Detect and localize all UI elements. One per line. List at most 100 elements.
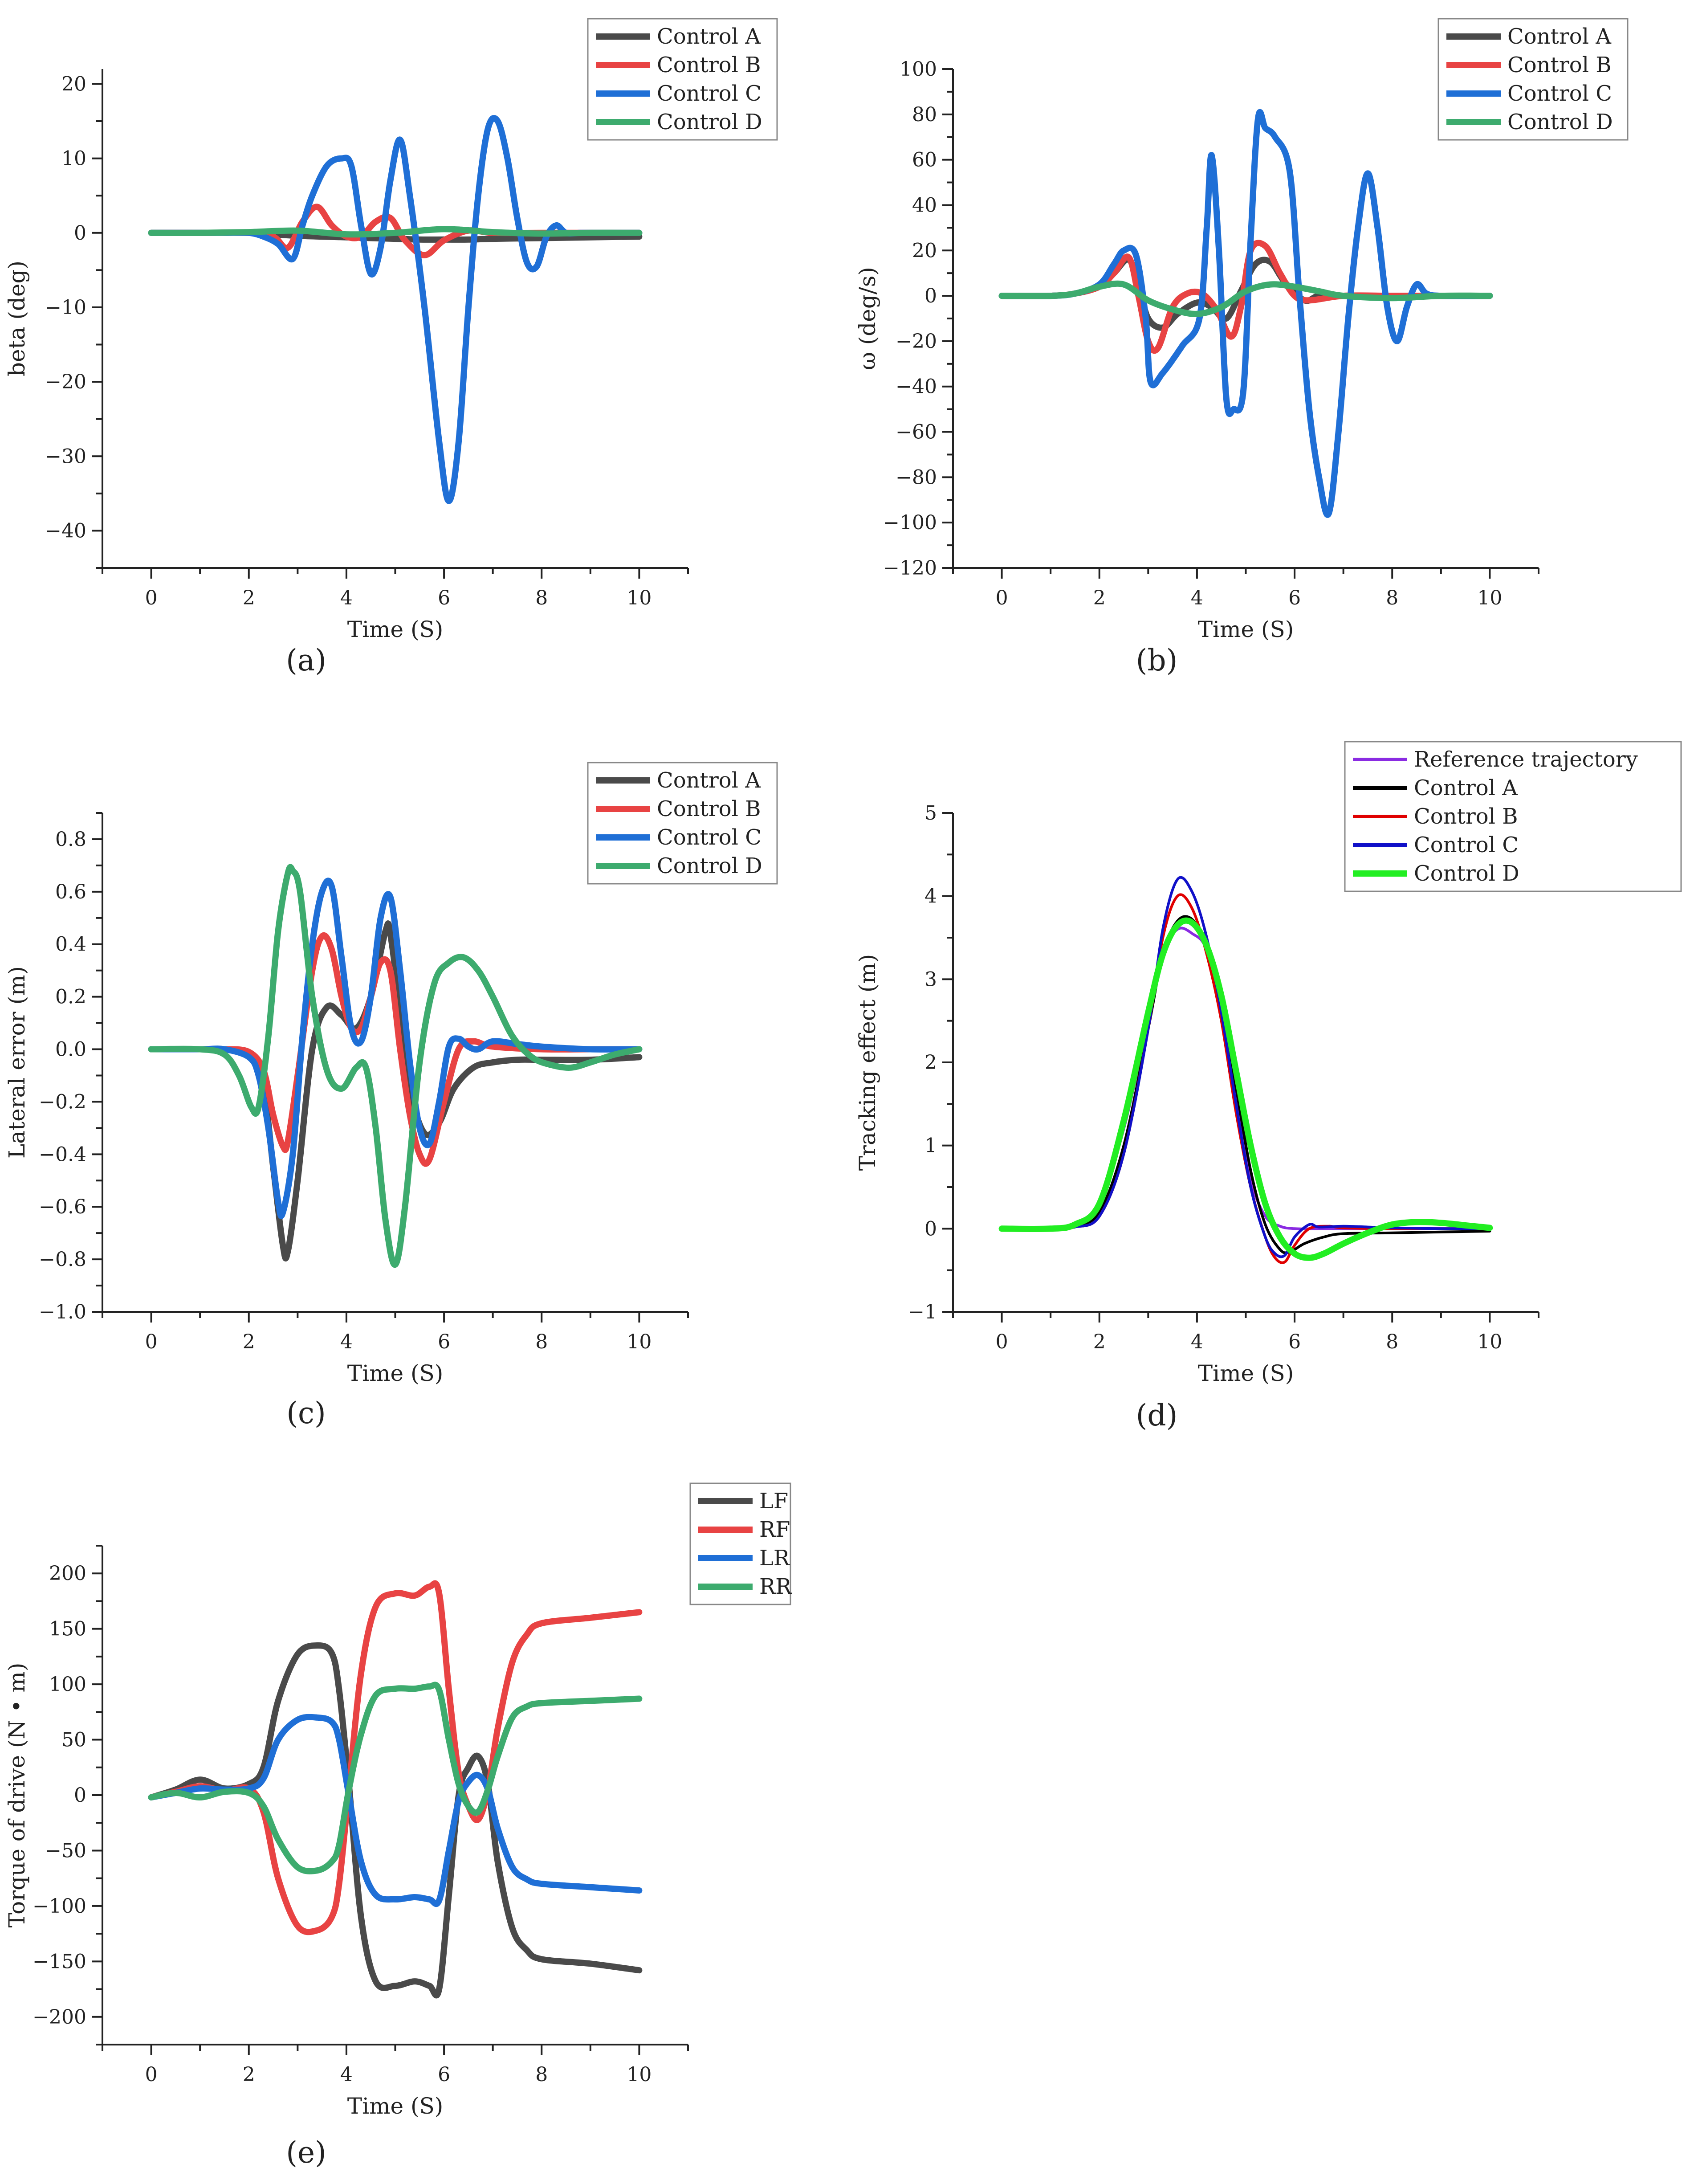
y-tick-label: −0.4 (39, 1143, 86, 1166)
y-tick-label: −20 (45, 371, 86, 393)
y-tick-label: −20 (896, 330, 937, 353)
x-tick-label: 0 (145, 1331, 158, 1353)
legend-entry: Control B (1507, 53, 1612, 78)
panel-d: 0 2 4 6 8 10 −1 0 1 2 3 4 5 Time (S) Tracking effect (… (855, 741, 1682, 1433)
x-tick-label: 8 (535, 587, 548, 609)
legend-entry: Control A (1414, 776, 1518, 800)
y-tick-label: 50 (61, 1729, 86, 1751)
panel-label: (a) (286, 643, 326, 678)
panel-e: 0 2 4 6 8 10 −200 −150 −100 −50 0 50 100 150 200 Time (… (4, 1482, 792, 2170)
panel-c: 0 2 4 6 8 10 −1.0 −0.8 −0.6 −0.4 −0.2 0.0 0.2 0.4 0.6 0… (4, 762, 778, 1430)
legend-entry: Reference trajectory (1414, 747, 1638, 772)
x-tick-label: 4 (340, 2063, 353, 2086)
legend-entry: Control C (657, 81, 761, 106)
x-tick-label: 4 (1191, 587, 1203, 609)
legend-entry: LR (759, 1546, 790, 1571)
y-tick-label: 2 (924, 1051, 937, 1074)
y-tick-label: 80 (912, 103, 937, 126)
y-axis-label: Torque of drive (N • m) (4, 1663, 30, 1928)
x-tick-label: 2 (243, 2063, 255, 2086)
legend-entry: Control B (1414, 804, 1518, 829)
legend-entry: Control C (1507, 81, 1612, 106)
y-axis-label: Lateral error (m) (4, 966, 30, 1159)
legend-entry: Control A (657, 768, 761, 793)
x-tick-label: 0 (145, 587, 158, 609)
x-tick-label: 8 (1386, 1331, 1398, 1353)
x-axis-label: Time (S) (347, 616, 444, 642)
legend: Reference trajectory Control A Control B Co… (1344, 741, 1682, 892)
panel-label: (d) (1136, 1398, 1178, 1433)
series-line-rr (148, 1682, 643, 1874)
x-tick-label: 6 (438, 2063, 450, 2086)
legend-entry: Control A (657, 24, 761, 49)
x-axis-label: Time (S) (347, 1360, 444, 1386)
y-tick-label: 60 (912, 149, 937, 171)
y-tick-label: 0 (924, 285, 937, 307)
y-tick-label: 20 (912, 239, 937, 262)
y-tick-label: 0 (74, 222, 86, 245)
y-tick-label: −40 (45, 519, 86, 542)
x-tick-label: 4 (1191, 1331, 1203, 1353)
legend-entry: Control B (657, 53, 761, 78)
legend: LF RF LR RR (689, 1482, 792, 1605)
legend-entry: Control A (1507, 24, 1612, 49)
legend-entry: Control B (657, 796, 761, 821)
panel-a: 0 2 4 6 8 10 −40 −30 −20 −10 0 10 20 Time (S) beta (de… (4, 18, 778, 678)
series-line-control-d (998, 280, 1493, 317)
series-line-rf (148, 1580, 643, 1935)
legend: Control A Control B Control C Control D (587, 18, 778, 141)
x-tick-label: 4 (340, 587, 353, 609)
y-tick-label: −60 (896, 421, 937, 444)
x-tick-label: 10 (627, 587, 652, 609)
series-line-control-d (148, 864, 643, 1268)
x-axis-label: Time (S) (1198, 616, 1294, 642)
series-line-control-d (998, 917, 1493, 1261)
x-tick-label: 10 (1477, 1331, 1502, 1353)
legend-entry: Control D (657, 110, 762, 135)
y-tick-label: −150 (33, 1950, 86, 1973)
y-tick-label: 4 (924, 885, 937, 908)
y-tick-label: −50 (45, 1839, 86, 1862)
y-tick-label: 0 (924, 1217, 937, 1240)
series-line-lr (148, 1714, 643, 1907)
series-line-control-c (1000, 876, 1491, 1258)
legend-entry: RF (759, 1517, 790, 1542)
y-tick-label: −80 (896, 466, 937, 489)
x-tick-label: 2 (243, 1331, 255, 1353)
x-axis-label: Time (S) (347, 2093, 444, 2119)
y-tick-label: 100 (49, 1673, 86, 1696)
y-tick-label: −0.8 (39, 1248, 86, 1271)
y-tick-label: 0.4 (55, 933, 86, 956)
x-tick-label: 0 (145, 2063, 158, 2086)
legend-entry: Control D (657, 853, 762, 878)
x-axis-label: Time (S) (1198, 1360, 1294, 1386)
legend: Control A Control B Control C Control D (587, 762, 778, 885)
y-tick-label: 0.6 (55, 881, 86, 903)
y-tick-label: 0.8 (55, 828, 86, 851)
x-tick-label: 8 (535, 2063, 548, 2086)
x-tick-label: 10 (1477, 587, 1502, 609)
y-tick-label: −120 (883, 557, 937, 580)
y-tick-label: −200 (33, 2006, 86, 2029)
y-axis-label: Tracking effect (m) (855, 954, 880, 1171)
legend: Control A Control B Control C Control D (1437, 18, 1629, 141)
legend-entry: Control D (1414, 861, 1519, 886)
x-tick-label: 4 (340, 1331, 353, 1353)
x-tick-label: 6 (438, 1331, 450, 1353)
series-line-lf (148, 1642, 643, 1999)
y-tick-label: −0.2 (39, 1090, 86, 1113)
y-tick-label: −0.6 (39, 1196, 86, 1218)
legend-entry: Control C (1414, 833, 1519, 857)
x-tick-label: 0 (996, 587, 1008, 609)
y-tick-label: 0.2 (55, 986, 86, 1008)
y-tick-label: −10 (45, 296, 86, 319)
y-tick-label: −100 (883, 511, 937, 534)
panel-b: 0 2 4 6 8 10 −120 −100 −80 −60 −40 −20 0 20 40 60 80 100 T… (855, 18, 1629, 678)
panel-label: (e) (286, 2135, 326, 2170)
y-tick-label: 3 (924, 968, 937, 991)
y-tick-label: 40 (912, 194, 937, 216)
x-tick-label: 2 (243, 587, 255, 609)
y-tick-label: 0.0 (55, 1038, 86, 1061)
x-tick-label: 8 (535, 1331, 548, 1353)
